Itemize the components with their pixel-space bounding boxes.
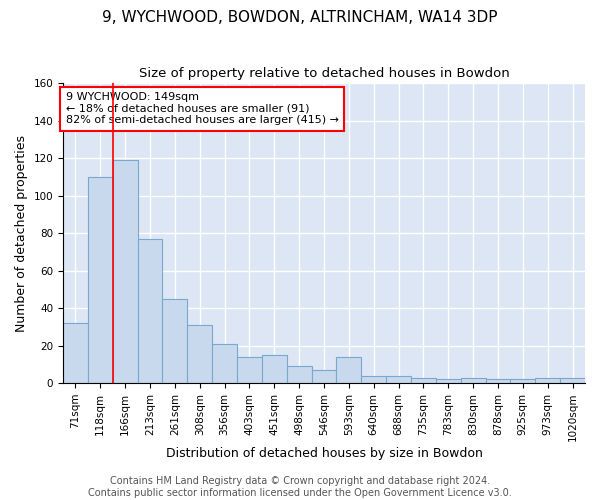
Bar bbox=[535, 378, 560, 383]
Text: Contains HM Land Registry data © Crown copyright and database right 2024.
Contai: Contains HM Land Registry data © Crown c… bbox=[88, 476, 512, 498]
Bar bbox=[311, 370, 337, 383]
Bar bbox=[88, 177, 113, 383]
Bar bbox=[137, 239, 163, 383]
Bar bbox=[436, 380, 461, 383]
Bar bbox=[411, 378, 436, 383]
Bar bbox=[163, 299, 187, 383]
Text: 9 WYCHWOOD: 149sqm
← 18% of detached houses are smaller (91)
82% of semi-detache: 9 WYCHWOOD: 149sqm ← 18% of detached hou… bbox=[65, 92, 338, 126]
Bar bbox=[511, 380, 535, 383]
Bar bbox=[337, 357, 361, 383]
Bar bbox=[485, 380, 511, 383]
Bar bbox=[461, 378, 485, 383]
Bar bbox=[113, 160, 137, 383]
Bar bbox=[560, 378, 585, 383]
X-axis label: Distribution of detached houses by size in Bowdon: Distribution of detached houses by size … bbox=[166, 447, 482, 460]
Y-axis label: Number of detached properties: Number of detached properties bbox=[15, 134, 28, 332]
Bar bbox=[237, 357, 262, 383]
Bar bbox=[63, 323, 88, 383]
Bar bbox=[287, 366, 311, 383]
Bar bbox=[262, 355, 287, 383]
Text: 9, WYCHWOOD, BOWDON, ALTRINCHAM, WA14 3DP: 9, WYCHWOOD, BOWDON, ALTRINCHAM, WA14 3D… bbox=[102, 10, 498, 25]
Bar bbox=[187, 325, 212, 383]
Bar bbox=[212, 344, 237, 383]
Bar bbox=[361, 376, 386, 383]
Bar bbox=[386, 376, 411, 383]
Title: Size of property relative to detached houses in Bowdon: Size of property relative to detached ho… bbox=[139, 68, 509, 80]
